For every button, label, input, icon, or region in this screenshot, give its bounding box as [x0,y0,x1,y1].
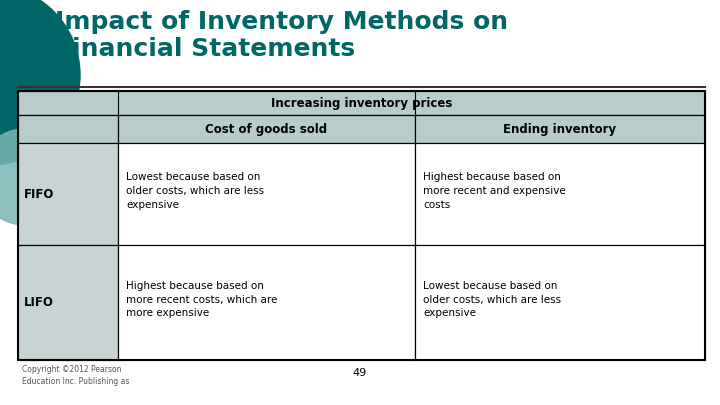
Circle shape [0,129,73,225]
Circle shape [0,0,80,165]
Bar [18,143,118,245]
Text: Highest because based on
more recent costs, which are
more expensive: Highest because based on more recent cos… [126,281,277,318]
Bar [118,245,415,360]
Bar [18,91,705,115]
Text: Cost of goods sold: Cost of goods sold [205,122,328,136]
Bar [18,91,705,360]
Text: LIFO: LIFO [24,296,54,309]
Bar [118,115,415,143]
Text: Copyright ©2012 Pearson
Education Inc. Publishing as: Copyright ©2012 Pearson Education Inc. P… [22,365,130,386]
Text: Impact of Inventory Methods on: Impact of Inventory Methods on [55,10,508,34]
Text: Lowest because based on
older costs, which are less
expensive: Lowest because based on older costs, whi… [423,281,561,318]
Text: Increasing inventory prices: Increasing inventory prices [271,96,452,109]
Text: Financial Statements: Financial Statements [55,37,355,61]
Text: Ending inventory: Ending inventory [503,122,616,136]
Text: Lowest because based on
older costs, which are less
expensive: Lowest because based on older costs, whi… [126,173,264,210]
Text: FIFO: FIFO [24,188,55,200]
Bar [415,245,705,360]
Bar [18,245,118,360]
Text: Highest because based on
more recent and expensive
costs: Highest because based on more recent and… [423,173,566,210]
Bar [18,115,118,143]
Bar [118,143,415,245]
Bar [415,115,705,143]
Bar [415,143,705,245]
Text: 49: 49 [353,368,367,378]
